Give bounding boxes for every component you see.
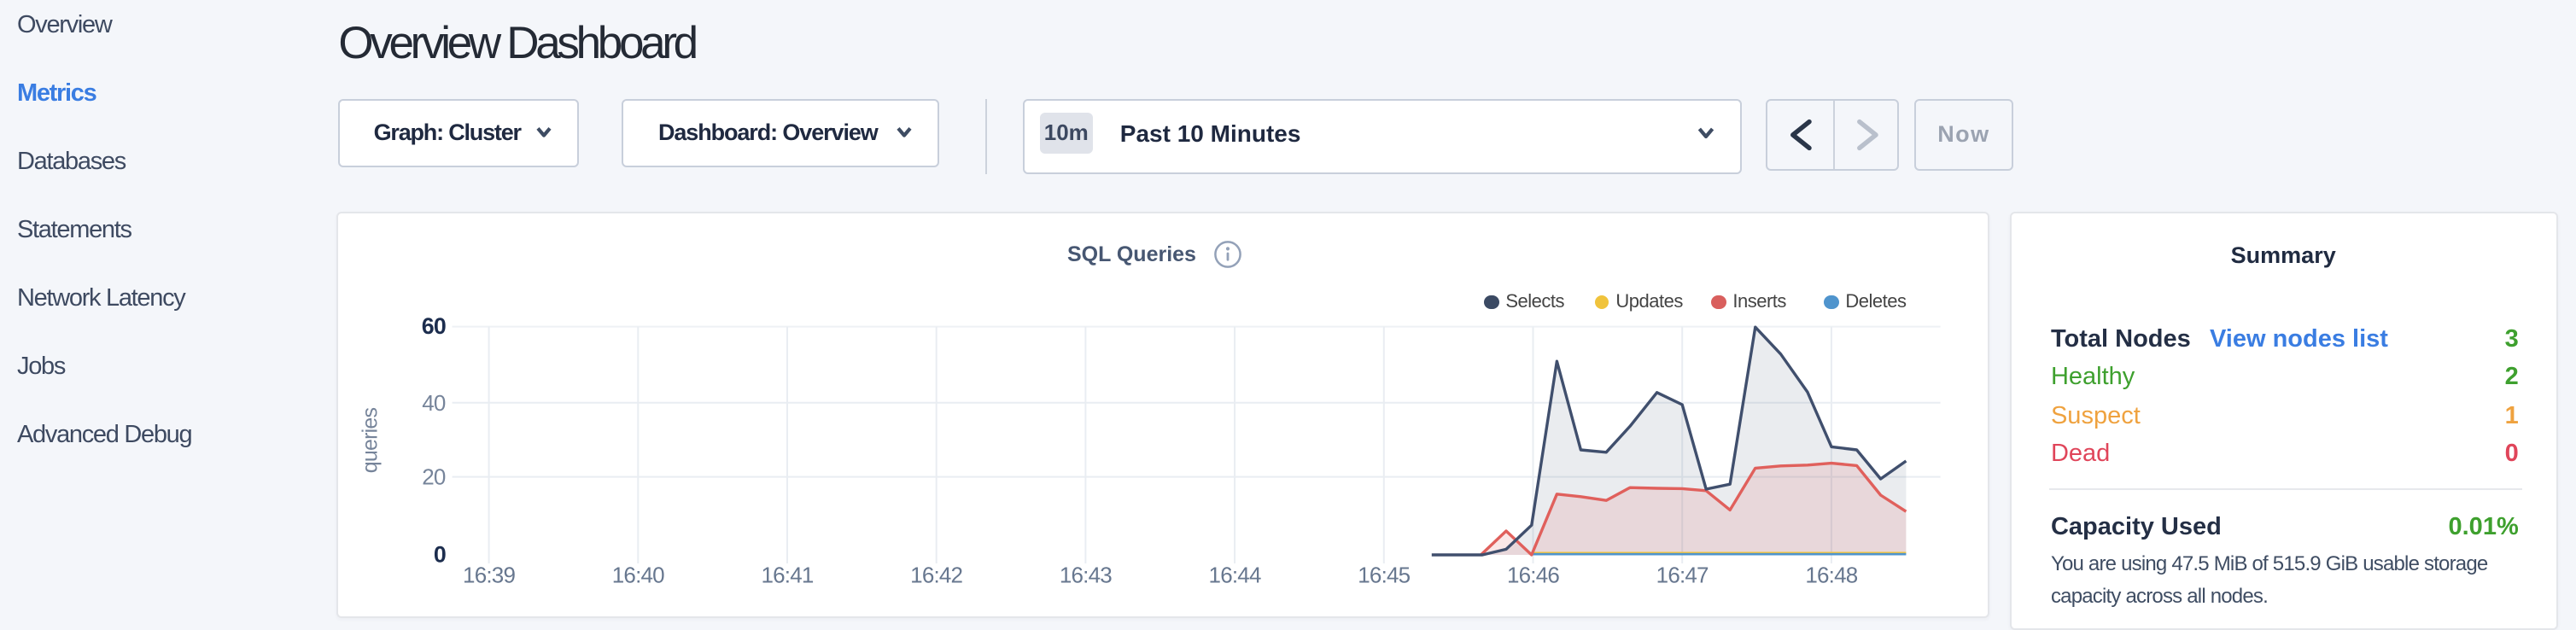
svg-text:20: 20	[423, 464, 447, 490]
svg-text:16:46: 16:46	[1507, 562, 1559, 587]
svg-text:16:40: 16:40	[612, 562, 664, 587]
svg-text:16:47: 16:47	[1656, 562, 1709, 587]
svg-text:16:44: 16:44	[1209, 562, 1261, 587]
svg-text:0: 0	[434, 542, 446, 568]
svg-text:16:42: 16:42	[911, 562, 963, 587]
svg-text:60: 60	[422, 313, 446, 339]
svg-text:16:45: 16:45	[1358, 562, 1411, 587]
svg-text:40: 40	[423, 390, 447, 416]
svg-text:16:43: 16:43	[1060, 562, 1112, 587]
svg-text:16:41: 16:41	[762, 562, 814, 587]
svg-text:queries: queries	[359, 408, 383, 474]
svg-text:16:48: 16:48	[1806, 562, 1858, 587]
svg-text:16:39: 16:39	[463, 562, 515, 587]
